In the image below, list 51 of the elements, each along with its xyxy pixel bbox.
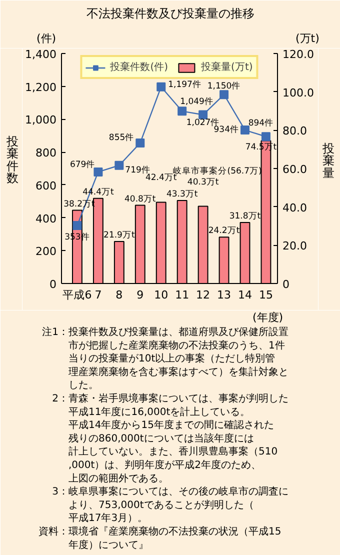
x-tick-label: 7 bbox=[94, 288, 102, 302]
y-tick-label: 1,400 bbox=[25, 48, 57, 61]
y-tick-label: 800 bbox=[36, 146, 57, 160]
y2-tick-label: 60.0 bbox=[282, 163, 307, 176]
data-label: 40.8万t bbox=[124, 194, 156, 204]
text: (万t) bbox=[296, 32, 320, 45]
y2-tick-label: 120.0 bbox=[282, 48, 314, 61]
data-label: 43.3万t bbox=[166, 190, 198, 200]
x-tick-label: 12 bbox=[196, 288, 210, 302]
data-label: 719件 bbox=[125, 164, 150, 176]
y-tick-label: 1,000 bbox=[25, 114, 57, 127]
text: 資料：環境省『産業廃棄物の不法投棄の状況（平成15年度）について』 bbox=[38, 526, 282, 551]
x-tick-label: 10 bbox=[154, 288, 168, 302]
y2-tick-label: 80.0 bbox=[282, 124, 307, 138]
x-axis-title: (年度) bbox=[252, 311, 284, 324]
data-label: 31.8万t bbox=[229, 212, 262, 222]
y2-axis-title: 投棄量 bbox=[322, 141, 334, 180]
x-tick-label: 11 bbox=[175, 288, 190, 302]
data-label: 679件 bbox=[70, 158, 96, 170]
data-label: 40.3万t bbox=[187, 177, 220, 188]
y-tick-label: 0 bbox=[50, 278, 56, 291]
data-label: 1,150件 bbox=[207, 80, 241, 92]
text: 注1：投棄件数及び投棄量は、都道府県及び保健所設置市が把握した産業廃棄物の不法投棄のうち、1件当りの投棄量が10t以上の事案（ただし特別管理産業廃棄物を含む事案はすべて）を集計対象とした。 bbox=[42, 326, 288, 392]
data-label: 1,049件 bbox=[180, 96, 214, 108]
x-tick-label: 平成6 bbox=[62, 288, 92, 302]
y2-tick-label: 20.0 bbox=[282, 240, 307, 253]
y2-tick-label: 40.0 bbox=[282, 201, 307, 214]
y-axis-title: 投棄件数 bbox=[6, 134, 18, 186]
y-tick-label: 600 bbox=[36, 179, 57, 192]
y2-tick-label: 100.0 bbox=[282, 86, 314, 100]
data-label: 855件 bbox=[108, 132, 134, 144]
text: (件) bbox=[36, 32, 56, 45]
legend-label: 投棄件数(件) bbox=[110, 60, 168, 74]
x-tick-label: 14 bbox=[238, 288, 252, 302]
data-label: 24.2万t bbox=[208, 226, 240, 236]
x-tick-label: 15 bbox=[258, 288, 273, 302]
data-label: 1,197件 bbox=[168, 78, 202, 90]
y2-tick-label: 0 bbox=[282, 278, 290, 291]
chart-title: 不法投棄件数及び投棄量の推移 bbox=[86, 6, 254, 20]
y-tick-label: 1,200 bbox=[25, 80, 57, 94]
legend-label: 投棄量(万t) bbox=[201, 60, 253, 74]
data-label: 42.4万t bbox=[145, 173, 178, 184]
y-tick-label: 200 bbox=[36, 245, 57, 258]
data-label: 21.9万t bbox=[104, 230, 136, 241]
text: 2：青森・岩手県境事案については、事案が判明した平成11年度に16,000tを計上している。平成14年度から15年度までの間に確認された残りの860,000tについては当該年度には計上していない。また、香川県豊島事案（510,000t）は、判明年度が平成2年度のため、上図の範囲外である。 bbox=[52, 392, 288, 484]
text: 3：岐阜県事案については、その後の岐阜市の調査により、753,000tであることが判明した（平成17年3月）。 bbox=[52, 486, 288, 524]
y-tick-label: 400 bbox=[36, 212, 57, 226]
x-tick-label: 8 bbox=[116, 288, 123, 302]
x-tick-label: 13 bbox=[217, 288, 232, 302]
x-tick-label: 9 bbox=[136, 288, 144, 302]
data-label: 894件 bbox=[248, 118, 274, 129]
